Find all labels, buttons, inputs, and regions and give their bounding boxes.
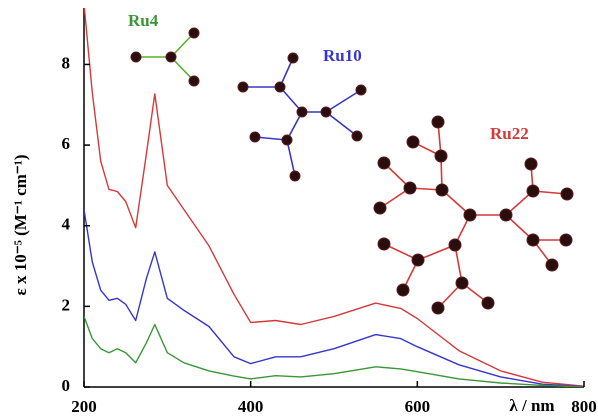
x-axis-label: λ / nm — [509, 396, 554, 415]
series-label: Ru4 — [128, 11, 159, 30]
y-tick-label: 8 — [62, 53, 71, 72]
series-label: Ru22 — [490, 124, 529, 143]
x-tick-label: 200 — [71, 397, 97, 416]
ru10-structure — [237, 52, 367, 182]
x-tick-label: 800 — [571, 397, 597, 416]
y-tick-label: 6 — [62, 134, 71, 153]
line-series — [84, 8, 584, 387]
series-label: Ru10 — [323, 46, 362, 65]
x-tick-label: 600 — [405, 397, 431, 416]
y-tick-label: 0 — [62, 376, 71, 395]
ru22-structure — [373, 115, 574, 315]
y-tick-label: 2 — [62, 295, 71, 314]
ru4-structure — [130, 27, 200, 87]
x-tick-label: 400 — [238, 397, 264, 416]
y-axis-label: ε x 10⁻⁵ (M⁻¹ cm⁻¹) — [11, 154, 30, 295]
y-tick-label: 4 — [62, 215, 71, 234]
line-series — [84, 316, 584, 387]
curves — [84, 8, 584, 387]
line-series — [84, 209, 584, 387]
